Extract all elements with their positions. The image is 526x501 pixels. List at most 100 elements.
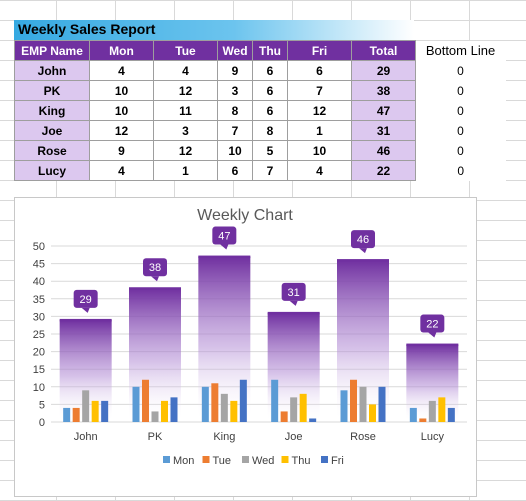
chart-container[interactable]: Weekly Chart 0 5 10 15 20 25 30 35 40 45 50 John PK K… [14,197,477,497]
header-wed[interactable]: Wed [217,40,253,61]
cell-name[interactable]: Joe [14,120,90,141]
cell-bottom-line[interactable]: 0 [415,160,506,181]
legend-swatch-tue [202,456,210,463]
cell-bottom-line[interactable]: 0 [415,120,506,141]
data-label-pointer [81,307,90,313]
bar-fri [101,400,109,422]
cell-fri[interactable]: 1 [287,120,352,141]
legend-label: Wed [252,455,274,467]
cell-thu[interactable]: 8 [252,120,288,141]
cell-total[interactable]: 22 [351,160,416,181]
cell-wed[interactable]: 8 [217,100,253,121]
cell-fri[interactable]: 4 [287,160,352,181]
bar-thu [299,393,307,422]
legend-label: Fri [331,455,344,467]
header-mon[interactable]: Mon [89,40,154,61]
y-tick-label: 20 [33,347,45,359]
bar-wed [220,393,228,422]
cell-name[interactable]: Rose [14,140,90,161]
y-tick-label: 40 [33,276,45,288]
cell-name[interactable]: PK [14,80,90,101]
data-label-bubble [281,282,306,301]
cell-name[interactable]: John [14,60,90,81]
cell-bottom-line[interactable]: 0 [415,140,506,161]
y-tick-label: 0 [39,417,45,429]
cell-thu[interactable]: 5 [252,140,288,161]
header-thu[interactable]: Thu [252,40,288,61]
cell-fri[interactable]: 6 [287,60,352,81]
cell-mon[interactable]: 9 [89,140,154,161]
bar-tue [350,379,357,422]
cell-thu[interactable]: 6 [252,100,288,121]
y-tick-label: 45 [33,259,45,271]
cell-mon[interactable]: 10 [89,80,154,101]
cell-mon[interactable]: 4 [89,160,154,181]
cell-fri[interactable]: 10 [287,140,352,161]
bar-thu [91,400,99,422]
cell-tue[interactable]: 3 [153,120,218,141]
cell-thu[interactable]: 6 [252,80,288,101]
bar-tue [211,383,219,422]
bar-fri [239,379,247,422]
bar-wed [290,397,298,422]
legend-label: Thu [292,455,311,467]
cell-bottom-line[interactable]: 0 [415,100,506,121]
data-label-pointer [220,244,229,250]
table-header-row: EMP Name Mon Tue Wed Thu Fri Total Botto… [14,40,506,61]
cell-tue[interactable]: 1 [153,160,218,181]
cell-tue[interactable]: 12 [153,140,218,161]
y-tick-label: 50 [33,241,45,253]
bar-wed [151,411,159,422]
cell-total[interactable]: 46 [351,140,416,161]
legend-swatch-fri [321,456,328,463]
cell-mon[interactable]: 4 [89,60,154,81]
bar-wed [359,386,367,422]
bar-mon [271,379,279,422]
bar-thu [161,400,168,422]
bar-mon [63,407,71,422]
cell-bottom-line[interactable]: 0 [415,80,506,101]
cell-total[interactable]: 31 [351,120,416,141]
bar-mon [201,386,209,422]
total-bar-top-edge [406,343,459,347]
data-label-pointer [359,248,367,254]
cell-name[interactable]: King [14,100,90,121]
cell-wed[interactable]: 9 [217,60,253,81]
cell-wed[interactable]: 7 [217,120,253,141]
total-bar-top-edge [59,318,112,322]
header-fri[interactable]: Fri [287,40,352,61]
header-bottom-line[interactable]: Bottom Line [415,40,506,61]
cell-total[interactable]: 38 [351,80,416,101]
y-tick-label: 35 [33,294,45,306]
cell-wed[interactable]: 10 [217,140,253,161]
report-title: Weekly Sales Report [18,21,156,37]
x-tick-label: Rose [350,431,376,443]
cell-fri[interactable]: 7 [287,80,352,101]
data-label-bubble [420,314,445,333]
bar-mon [340,390,348,422]
bar-fri [309,418,317,422]
cell-wed[interactable]: 3 [217,80,253,101]
cell-tue[interactable]: 11 [153,100,218,121]
cell-tue[interactable]: 12 [153,80,218,101]
chart-title: Weekly Chart [197,207,293,224]
header-tue[interactable]: Tue [153,40,218,61]
bar-fri [378,386,386,422]
cell-mon[interactable]: 12 [89,120,154,141]
cell-mon[interactable]: 10 [89,100,154,121]
header-total[interactable]: Total [351,40,416,61]
y-tick-label: 30 [33,311,45,323]
data-label-pointer [151,276,159,282]
cell-bottom-line[interactable]: 0 [415,60,506,81]
cell-total[interactable]: 29 [351,60,416,81]
legend-swatch-thu [281,456,289,463]
cell-thu[interactable]: 7 [252,160,288,181]
y-tick-label: 5 [39,399,45,411]
cell-fri[interactable]: 12 [287,100,352,121]
header-emp-name[interactable]: EMP Name [14,40,90,61]
cell-total[interactable]: 47 [351,100,416,121]
cell-tue[interactable]: 4 [153,60,218,81]
cell-thu[interactable]: 6 [252,60,288,81]
cell-wed[interactable]: 6 [217,160,253,181]
cell-name[interactable]: Lucy [14,160,90,181]
